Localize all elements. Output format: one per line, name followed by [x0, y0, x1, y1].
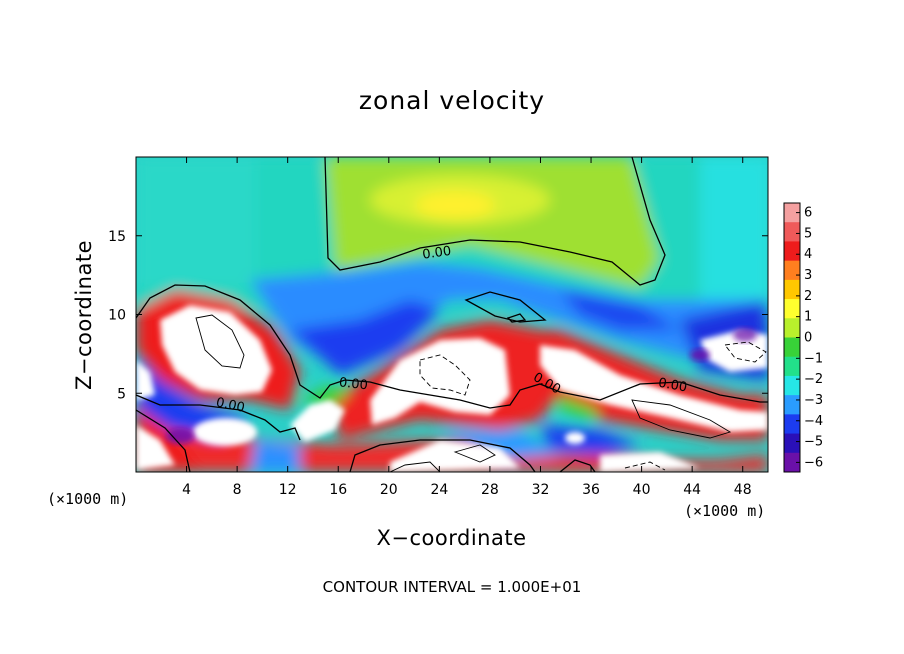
- y-axis-label: Z−coordinate: [72, 240, 96, 390]
- colorbar-swatch: [784, 260, 800, 281]
- colorbar-tick-label: 5: [804, 226, 812, 241]
- x-tick-label: 8: [233, 482, 242, 498]
- colorbar-tick-label: 4: [804, 247, 812, 262]
- x-tick-label: 28: [481, 482, 499, 498]
- heatmap-field: 0.00 0.00 0.00 0.00 0.00: [136, 157, 768, 472]
- colorbar-tick-label: 6: [804, 206, 812, 221]
- negative-contours: [419, 341, 767, 471]
- x-tick-label: 44: [683, 482, 701, 498]
- x-units-label-left: (×1000 m): [47, 490, 129, 508]
- x-tick-label: 40: [633, 482, 651, 498]
- colorbar-swatch: [784, 203, 800, 223]
- colorbar-tick-label: −5: [804, 435, 823, 450]
- colorbar-swatch: [784, 414, 800, 435]
- contour-label: 0.00: [657, 376, 688, 396]
- x-tick-label: 4: [182, 482, 191, 498]
- x-tick-label: 36: [582, 482, 600, 498]
- colorbar-tick-label: 2: [804, 289, 812, 304]
- contour-lines: [136, 157, 768, 472]
- colorbar-swatch: [784, 318, 800, 338]
- contour-label: 0.00: [338, 375, 368, 393]
- x-tick-label: 32: [532, 482, 550, 498]
- colorbar-tick-label: 1: [804, 310, 812, 325]
- colorbar-swatch: [784, 299, 800, 319]
- colorbar-swatch: [784, 279, 800, 300]
- y-tick-label: 10: [108, 308, 126, 324]
- x-units-label-right: (×1000 m): [684, 502, 766, 520]
- colorbar-tick-label: 0: [804, 331, 812, 346]
- colorbar-tick-label: −1: [804, 351, 823, 366]
- colorbar-swatch: [784, 356, 800, 377]
- colorbar-tick-label: 3: [804, 268, 812, 283]
- colorbar-tick-label: −6: [804, 455, 823, 470]
- colorbar-swatch: [784, 241, 800, 262]
- contour-label: 0.00: [421, 244, 452, 263]
- colorbar-swatch: [784, 452, 800, 473]
- colorbar-swatch: [784, 337, 800, 358]
- colorbar-swatch: [784, 395, 800, 415]
- colorbar-swatch: [784, 222, 800, 242]
- colorbar-swatch: [784, 375, 800, 396]
- colorbar-tick-label: −3: [804, 393, 823, 408]
- colorbar: 6 5 4 3 2 1 0 −1 −2 −3 −4 −5 −6: [783, 202, 823, 473]
- colorbar-swatch: [784, 433, 800, 454]
- x-tick-label: 16: [329, 482, 347, 498]
- y-tick-label: 15: [108, 229, 126, 245]
- x-tick-label: 12: [279, 482, 297, 498]
- x-axis: 4 8 12 16 20 24 28 32 36 40 44 48: [182, 157, 752, 498]
- x-tick-label: 20: [380, 482, 398, 498]
- colorbar-tick-label: −4: [804, 414, 823, 429]
- x-axis-label: X−coordinate: [376, 526, 527, 550]
- chart-title: zonal velocity: [358, 86, 546, 115]
- inner-contours: [195, 314, 732, 472]
- y-axis: 5 10 15: [108, 229, 768, 402]
- x-tick-label: 24: [430, 482, 448, 498]
- contour-interval-note: CONTOUR INTERVAL = 1.000E+01: [322, 578, 582, 596]
- x-tick-label: 48: [734, 482, 752, 498]
- y-tick-label: 5: [117, 386, 126, 402]
- colorbar-tick-label: −2: [804, 372, 823, 387]
- contour-label: 0.00: [215, 395, 246, 416]
